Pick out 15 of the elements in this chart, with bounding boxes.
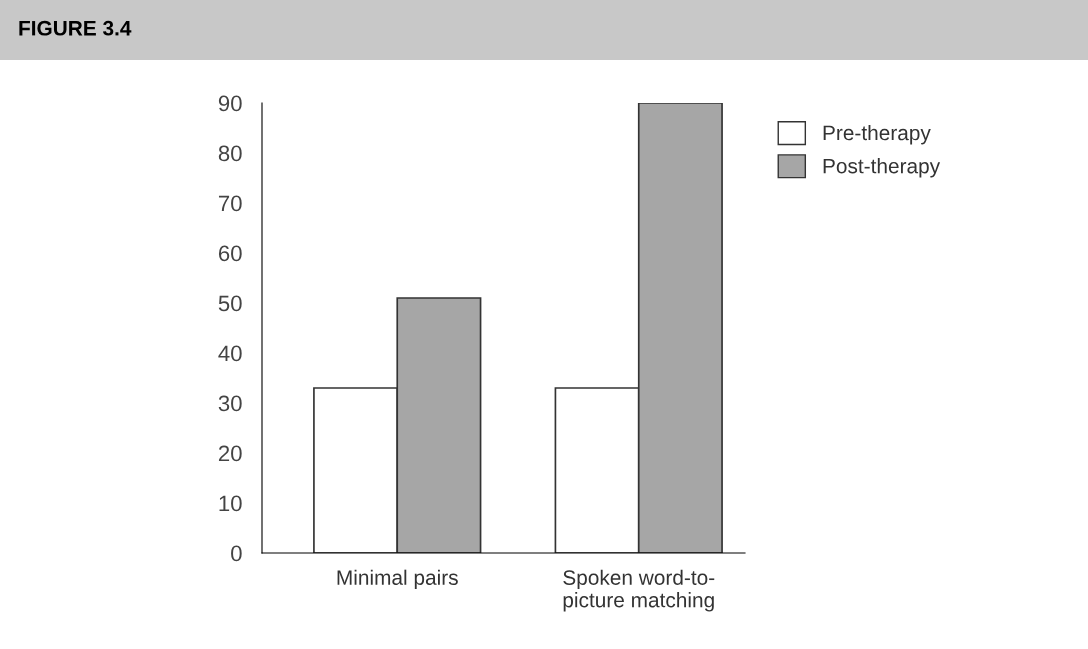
y-tick-label: 10 xyxy=(219,495,242,512)
y-tick-label: 20 xyxy=(218,445,242,462)
legend-label: Pre-therapy xyxy=(823,124,931,145)
y-tick-label: 40 xyxy=(218,345,242,362)
x-tick-label: Minimal pairs xyxy=(337,569,458,590)
text: FIGURE 3.4 xyxy=(19,20,132,36)
legend-label: Post-therapy xyxy=(823,158,941,178)
y-tick-label: 60 xyxy=(218,245,242,262)
y-tick-label: 30 xyxy=(218,395,242,412)
y-tick-label: 0 xyxy=(231,545,242,562)
y-tick-label: 70 xyxy=(218,195,242,212)
y-tick-label: 90 xyxy=(218,95,242,112)
y-tick-label: 80 xyxy=(218,145,242,162)
y-tick-label: 50 xyxy=(218,295,242,312)
x-tick-label: Spoken word-to- picture matching xyxy=(563,569,715,612)
